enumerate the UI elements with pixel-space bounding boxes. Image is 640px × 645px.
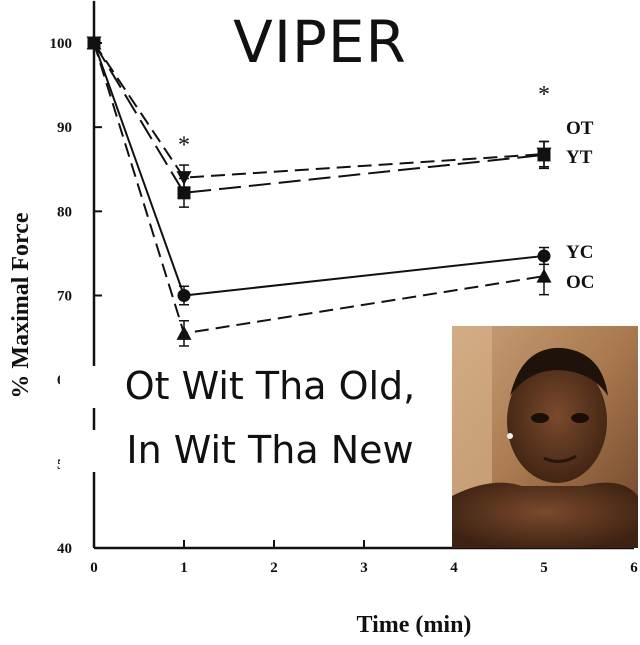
series-label-oc: OC	[566, 272, 595, 293]
data-point-yt	[537, 148, 551, 162]
cover-caption-line-2: In Wit Tha New	[60, 429, 480, 472]
y-tick-label: 100	[50, 36, 73, 52]
x-tick-label: 0	[90, 560, 98, 576]
y-tick-label: 80	[57, 204, 72, 220]
artist-portrait-photo	[452, 326, 638, 548]
data-point-yc	[537, 249, 551, 263]
y-axis-label: % Maximal Force	[8, 212, 34, 399]
significance-asterisk: *	[178, 132, 190, 158]
series-line-oc	[93, 42, 545, 335]
series-label-ot: OT	[566, 118, 594, 139]
x-tick-label: 3	[360, 560, 368, 576]
cover-caption-line-1: Ot Wit Tha Old,	[60, 365, 480, 408]
y-tick-label: 70	[57, 289, 72, 305]
x-axis-label: Time (min)	[357, 612, 472, 638]
data-point-oc	[86, 35, 102, 50]
cover-title: VIPER	[233, 8, 407, 76]
data-point-oc	[536, 268, 552, 283]
x-tick-label: 1	[180, 560, 188, 576]
series-line-ot	[93, 42, 545, 179]
series-label-yc: YC	[566, 242, 593, 263]
series-label-yt: YT	[566, 147, 593, 168]
x-tick-label: 5	[540, 560, 548, 576]
data-point-oc	[176, 325, 192, 340]
y-tick-label: 90	[57, 120, 72, 136]
x-tick-label: 4	[450, 560, 458, 576]
significance-asterisk: *	[538, 82, 550, 108]
x-tick-label: 2	[270, 560, 278, 576]
data-point-yt	[177, 186, 191, 200]
y-tick-label: 40	[57, 541, 72, 557]
x-tick-label: 6	[630, 560, 638, 576]
data-point-yc	[177, 289, 191, 302]
